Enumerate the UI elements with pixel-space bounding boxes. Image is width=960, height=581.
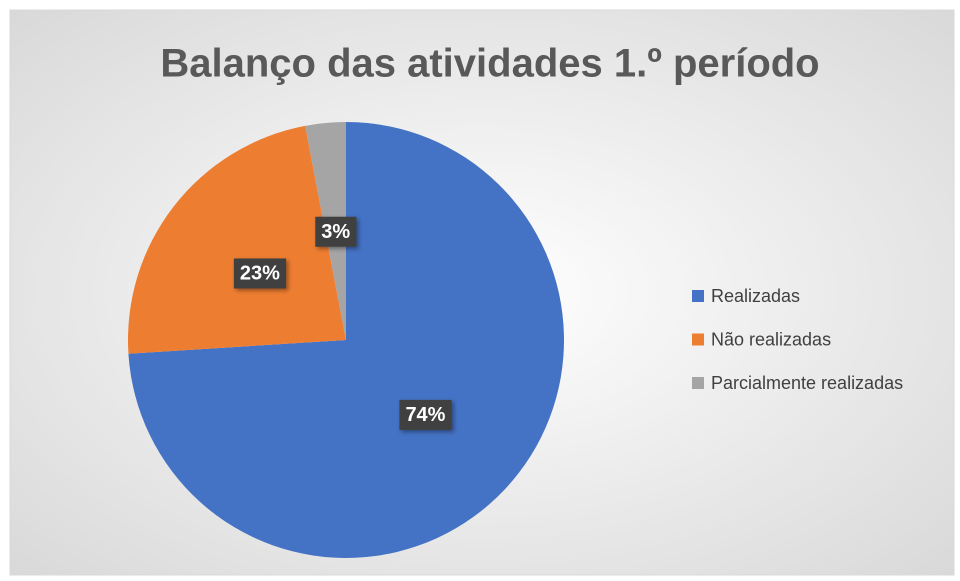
data-label-box xyxy=(399,399,452,430)
legend-label: Realizadas xyxy=(711,286,800,306)
chart-title: Balanço das atividades 1.º período xyxy=(160,42,819,86)
data-label-box xyxy=(315,216,357,247)
legend-swatch xyxy=(692,377,704,389)
legend-label: Não realizadas xyxy=(711,329,831,349)
pie-slice xyxy=(128,125,346,354)
legend-swatch xyxy=(692,333,704,346)
data-label: 23% xyxy=(240,262,280,284)
data-label: 3% xyxy=(321,221,350,243)
legend-label: Parcialmente realizadas xyxy=(711,373,903,393)
data-label-box xyxy=(233,258,287,289)
pie-slice xyxy=(128,122,565,558)
legend-swatch xyxy=(692,290,704,302)
data-label: 74% xyxy=(405,404,445,426)
